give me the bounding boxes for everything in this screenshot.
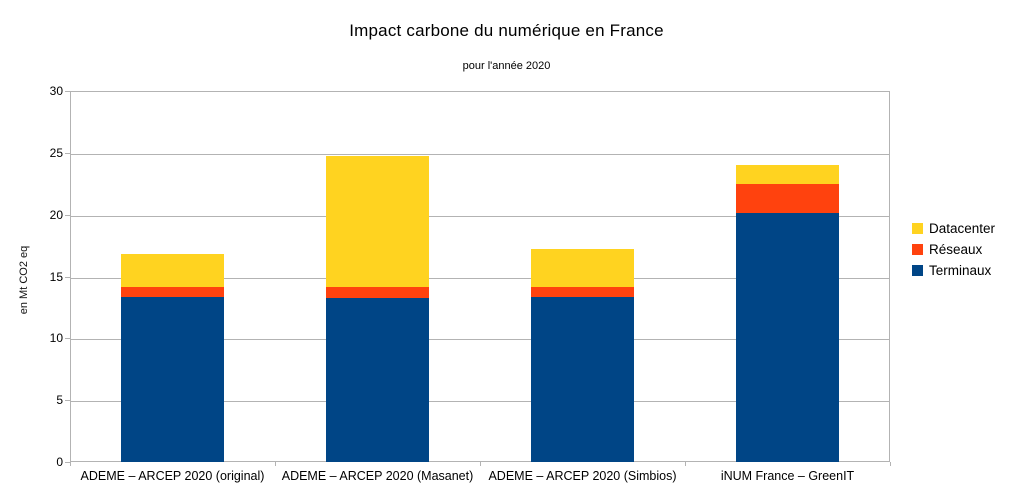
x-axis-label: ADEME – ARCEP 2020 (Simbios)	[488, 469, 677, 483]
bar-segment-terminaux	[736, 213, 839, 462]
legend: Datacenter Réseaux Terminaux	[912, 218, 995, 281]
y-tick-label: 25	[49, 145, 63, 160]
x-tick-mark	[890, 462, 891, 466]
gridline	[71, 215, 889, 217]
legend-label: Terminaux	[929, 263, 992, 278]
legend-item-datacenter: Datacenter	[912, 218, 995, 239]
chart-subtitle: pour l'année 2020	[462, 60, 551, 72]
x-tick-mark	[275, 462, 276, 466]
legend-swatch-terminaux	[912, 265, 923, 276]
x-tick-mark	[480, 462, 481, 466]
bar-segment-datacenter	[531, 249, 634, 287]
chart-title: Impact carbone du numérique en France	[349, 21, 664, 40]
y-tick-mark	[65, 462, 70, 463]
legend-label: Datacenter	[929, 221, 996, 236]
bar-segment-reseaux	[531, 286, 634, 298]
bar-segment-reseaux	[736, 183, 839, 214]
bar-segment-datacenter	[326, 155, 429, 287]
y-tick-mark	[65, 276, 70, 278]
gridline	[71, 153, 889, 155]
legend-item-reseaux: Réseaux	[912, 239, 995, 260]
y-tick-mark	[65, 152, 70, 154]
gridline	[71, 401, 889, 403]
y-tick-label: 20	[49, 207, 63, 222]
y-tick-label: 10	[49, 331, 63, 346]
gridline	[71, 339, 889, 341]
bar-segment-reseaux	[326, 287, 429, 298]
bar-segment-reseaux	[121, 286, 224, 298]
bar-segment-terminaux	[326, 297, 429, 462]
stacked-bar	[121, 253, 224, 462]
legend-swatch-datacenter	[912, 223, 923, 234]
bar-segment-datacenter	[736, 165, 839, 184]
y-tick-mark	[65, 400, 70, 402]
x-axis-label: iNUM France – GreenIT	[720, 469, 855, 483]
stacked-bar	[326, 155, 429, 462]
legend-label: Réseaux	[929, 242, 983, 257]
legend-swatch-reseaux	[912, 244, 923, 255]
y-tick-mark	[65, 338, 70, 340]
y-tick-label: 5	[56, 393, 63, 408]
y-tick-label: 15	[49, 269, 63, 284]
stacked-bar	[531, 249, 634, 462]
y-tick-mark	[65, 91, 70, 92]
x-tick-mark	[685, 462, 686, 466]
x-axis-label: ADEME – ARCEP 2020 (Masanet)	[281, 469, 474, 483]
gridline	[71, 277, 889, 279]
x-axis-label: ADEME – ARCEP 2020 (original)	[80, 469, 265, 483]
y-tick-label: 30	[49, 84, 63, 98]
bar-segment-terminaux	[531, 297, 634, 462]
x-tick-mark	[70, 462, 71, 466]
legend-item-terminaux: Terminaux	[912, 260, 995, 281]
y-tick-mark	[65, 214, 70, 216]
stacked-bar	[736, 165, 839, 462]
y-tick-label: 0	[56, 455, 63, 469]
bar-segment-terminaux	[121, 297, 224, 462]
bar-segment-datacenter	[121, 253, 224, 287]
